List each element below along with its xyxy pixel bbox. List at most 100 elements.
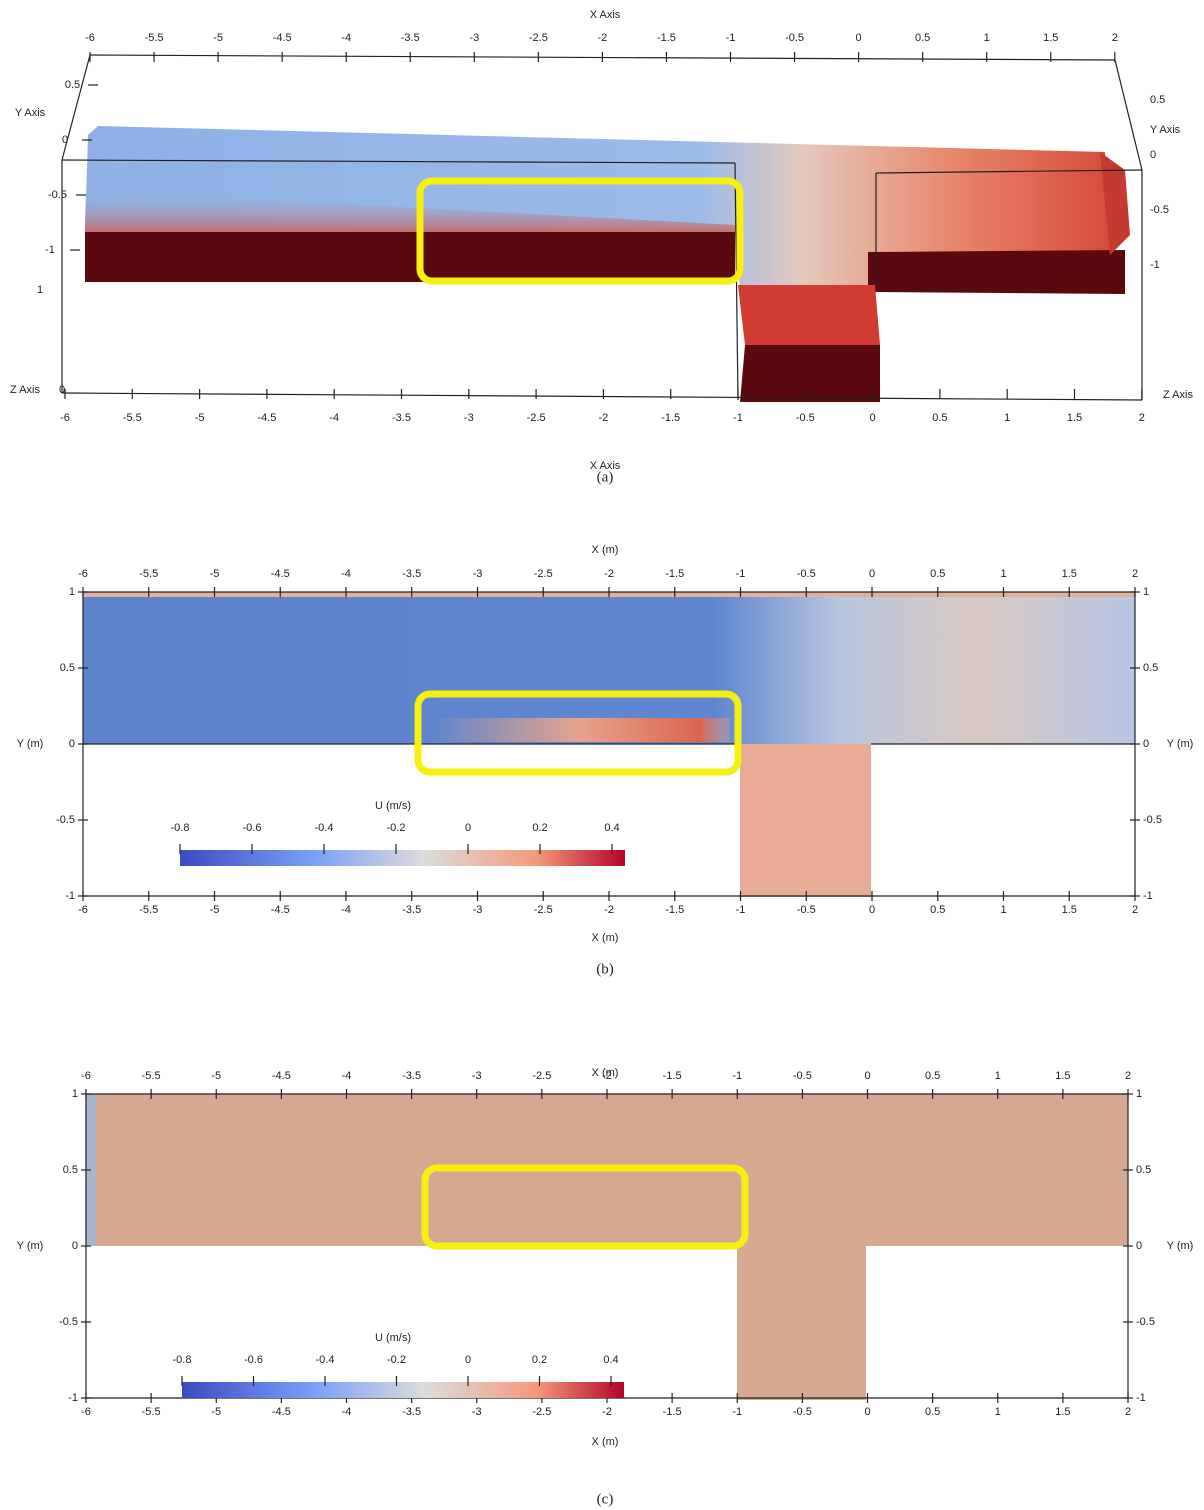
x-tick-label: -2 [604, 568, 614, 580]
x-tick-label: -2.5 [534, 904, 553, 916]
x-tick-label: -4 [329, 412, 339, 424]
x-tick-label: -1 [726, 32, 736, 44]
x-tick-label: -6 [78, 904, 88, 916]
x-tick-label: -6 [78, 568, 88, 580]
x-tick-label: -3.5 [402, 1070, 421, 1082]
x-tick-label: -1.5 [665, 568, 684, 580]
x-tick-label: 0.5 [925, 1406, 940, 1418]
y-tick-label: -0.5 [56, 814, 75, 826]
y-tick-label: 1 [1143, 586, 1149, 598]
y-tick-label: 0.5 [1150, 94, 1165, 106]
x-tick-label: -3 [464, 412, 474, 424]
x-tick-label: -5 [211, 1406, 221, 1418]
x-tick-label: -1.5 [663, 1406, 682, 1418]
x-tick-label: -3 [473, 568, 483, 580]
x-axis-label: X (m) [592, 544, 619, 556]
x-tick-label: -4 [342, 1070, 352, 1082]
x-tick-label: -0.5 [793, 1406, 812, 1418]
x-tick-label: -1.5 [657, 32, 676, 44]
flow-side [868, 250, 1125, 294]
x-tick-label: 1 [1000, 904, 1006, 916]
colorbar-tick-label: -0.4 [315, 822, 334, 834]
y-tick-label: -1 [1150, 259, 1160, 271]
x-tick-label: -2.5 [529, 32, 548, 44]
y-tick-label: 0 [1136, 1240, 1142, 1252]
x-tick-label: -3.5 [402, 1406, 421, 1418]
y-tick-label: 0 [1143, 738, 1149, 750]
y-tick-label: 1 [72, 1088, 78, 1100]
caption: (c) [597, 1491, 614, 1507]
x-tick-label: -0.5 [796, 412, 815, 424]
y-tick-label: -1 [1143, 890, 1153, 902]
x-tick-label: 1.5 [1043, 32, 1058, 44]
colorbar-tick-label: 0.4 [604, 822, 619, 834]
flow-side [85, 232, 735, 282]
colorbar-tick-label: -0.8 [171, 822, 190, 834]
x-tick-label: -4 [341, 568, 351, 580]
y-tick-label: 0.5 [65, 79, 80, 91]
x-tick-label: -1 [732, 1070, 742, 1082]
x-tick-label: -6 [60, 412, 70, 424]
figure: X AxisX AxisY AxisY AxisZ AxisZ Axis(a)-… [0, 0, 1204, 1510]
x-tick-label: 1.5 [1055, 1406, 1070, 1418]
x-tick-label: 0.5 [932, 412, 947, 424]
x-tick-label: -5.5 [139, 904, 158, 916]
x-tick-label: -3.5 [402, 904, 421, 916]
colorbar-tick-label: 0 [465, 822, 471, 834]
y-tick-label: -1 [68, 1392, 78, 1404]
colorbar-title: U (m/s) [375, 800, 411, 812]
x-tick-label: -1 [736, 904, 746, 916]
y-tick-label: 0.5 [63, 1164, 78, 1176]
x-tick-label: -5 [213, 32, 223, 44]
colorbar-tick-label: 0.2 [532, 822, 547, 834]
x-tick-label: -0.5 [785, 32, 804, 44]
colorbar-tick-label: -0.2 [387, 1354, 406, 1366]
x-axis-label: X (m) [592, 932, 619, 944]
y-tick-label: 1 [1136, 1088, 1142, 1100]
x-tick-label: -5.5 [142, 1406, 161, 1418]
x-tick-label: 1 [1004, 412, 1010, 424]
x-tick-label: -5.5 [139, 568, 158, 580]
y-tick-label: 0.5 [1136, 1164, 1151, 1176]
y-tick-label: 0 [72, 1240, 78, 1252]
x-tick-label: -3.5 [401, 32, 420, 44]
x-tick-label: 2 [1125, 1070, 1131, 1082]
x-tick-label: -1.5 [661, 412, 680, 424]
x-tick-label: -0.5 [797, 904, 816, 916]
x-tick-label: -4.5 [271, 568, 290, 580]
x-tick-label: -1 [736, 568, 746, 580]
x-tick-label: 2 [1132, 568, 1138, 580]
x-tick-label: -3.5 [392, 412, 411, 424]
x-tick-label: -4 [341, 32, 351, 44]
x-tick-label: 0.5 [930, 568, 945, 580]
y-axis-label: Y Axis [15, 107, 46, 119]
x-tick-label: -3 [473, 904, 483, 916]
y-axis-label: Y (m) [1167, 738, 1194, 750]
flow-branch [738, 285, 880, 345]
x-tick-label: -4.5 [271, 904, 290, 916]
y-tick-label: 0 [69, 738, 75, 750]
x-tick-label: 0 [856, 32, 862, 44]
x-tick-label: -2 [602, 1406, 612, 1418]
x-tick-label: 2 [1125, 1406, 1131, 1418]
x-tick-label: -2.5 [534, 568, 553, 580]
x-tick-label: -3 [472, 1406, 482, 1418]
y-tick-label: 0.5 [60, 662, 75, 674]
colorbar-tick-label: 0.2 [532, 1354, 547, 1366]
y-tick-label: -1 [45, 244, 55, 256]
x-tick-label: -3 [469, 32, 479, 44]
x-tick-label: 1.5 [1055, 1070, 1070, 1082]
x-tick-label: -4.5 [272, 1070, 291, 1082]
x-tick-label: 0 [869, 904, 875, 916]
x-tick-label: 1 [984, 32, 990, 44]
x-tick-label: -2 [598, 32, 608, 44]
x-axis-label: X (m) [592, 1436, 619, 1448]
y-tick-label: 0.5 [1143, 662, 1158, 674]
y-tick-label: 0 [62, 134, 68, 146]
z-axis-label: Z Axis [1163, 389, 1193, 401]
x-tick-label: 1 [995, 1070, 1001, 1082]
y-tick-label: -0.5 [1143, 814, 1162, 826]
x-tick-label: -3.5 [402, 568, 421, 580]
y-tick-label: 0 [1150, 149, 1156, 161]
x-tick-label: -6 [81, 1406, 91, 1418]
